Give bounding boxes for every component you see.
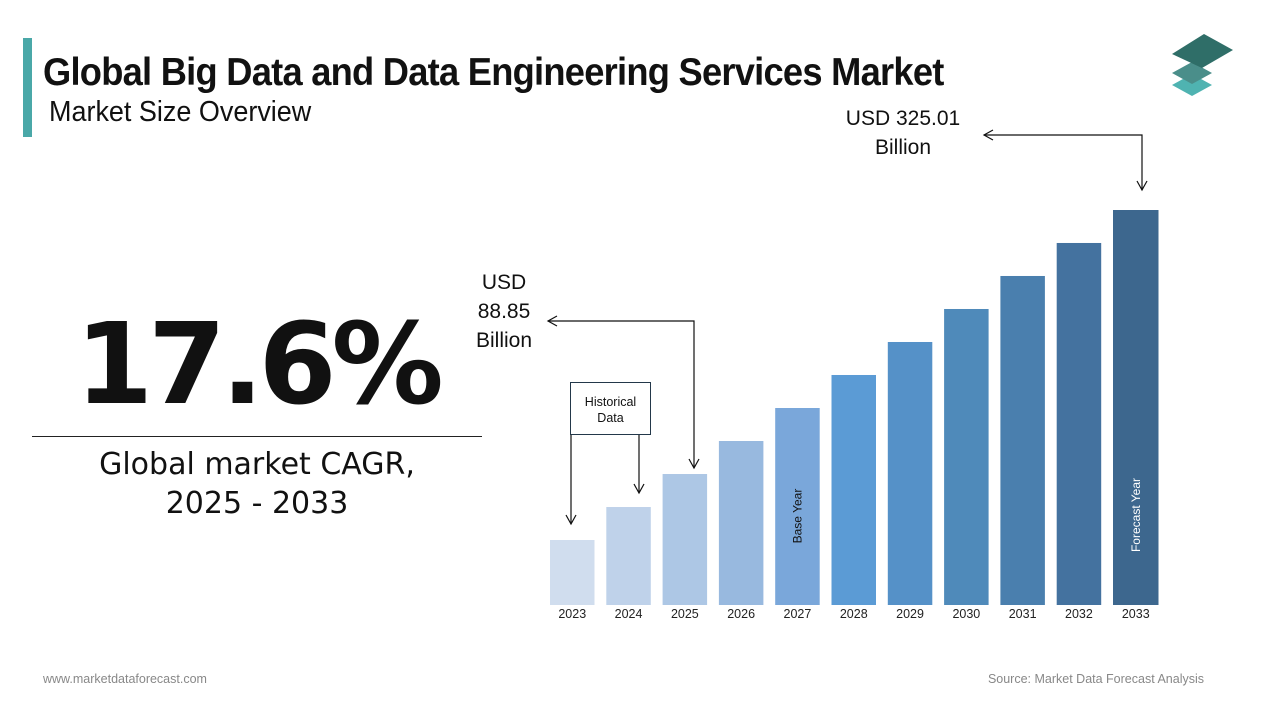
- x-tick-label-2032: 2032: [1065, 607, 1093, 621]
- callout-arrowhead-2025-down: [688, 458, 700, 470]
- callout-arrowhead-2025-left: [546, 315, 558, 327]
- x-tick-label-2026: 2026: [727, 607, 755, 621]
- historical-arrowhead-2023: [565, 514, 577, 526]
- bar-2024: [606, 507, 651, 605]
- callout-end-value: USD 325.01 Billion: [828, 104, 978, 162]
- bar-annotation-forecast-year: Forecast Year: [1129, 478, 1143, 552]
- x-tick-label-2027: 2027: [784, 607, 812, 621]
- bar-2032: [1056, 242, 1102, 605]
- historical-line2: Data: [597, 411, 624, 425]
- x-tick-label-2024: 2024: [615, 607, 643, 621]
- cagr-divider: [32, 436, 482, 437]
- page-title: Global Big Data and Data Engineering Ser…: [43, 51, 944, 94]
- x-tick-label-2023: 2023: [558, 607, 586, 621]
- bar-annotation-base-year: Base Year: [790, 489, 804, 544]
- logo-layer-bottom: [1172, 74, 1212, 96]
- callout-arrow-2033: [984, 134, 1143, 190]
- bar-2026: [718, 441, 764, 605]
- historical-line1: Historical: [584, 395, 637, 409]
- bar-2027: [775, 408, 820, 605]
- x-tick-label-2029: 2029: [896, 607, 924, 621]
- bar-2031: [1000, 275, 1045, 605]
- cagr-label: Global market CAGR, 2025 - 2033: [32, 445, 482, 523]
- cagr-label-line2: 2025 - 2033: [165, 486, 349, 521]
- footer-website: www.marketdataforecast.com: [43, 672, 207, 686]
- bar-2028: [831, 374, 876, 605]
- bar-2023: [550, 540, 595, 605]
- logo-layer-top: [1172, 34, 1233, 68]
- x-tick-label-2028: 2028: [840, 607, 868, 621]
- bar-2025: [662, 474, 708, 605]
- callout-arrows: [546, 129, 1148, 526]
- cagr-label-line1: Global market CAGR,: [99, 447, 415, 482]
- title-accent-bar: [23, 38, 32, 137]
- callout-arrowhead-2033-down: [1136, 180, 1148, 192]
- bar-2030: [944, 308, 989, 605]
- page-subtitle: Market Size Overview: [49, 96, 312, 128]
- cagr-value: 17.6%: [75, 300, 444, 430]
- x-tick-labels: 2023 2024 2025 2026 2027 2028 2029 2030 2031 2032…: [558, 607, 1149, 621]
- x-tick-label-2025: 2025: [671, 607, 699, 621]
- historical-data-box: Historical Data: [570, 382, 651, 435]
- bars-group: [550, 210, 1159, 605]
- historical-arrowhead-2024: [633, 483, 645, 495]
- callout-end-line1: USD 325.01: [845, 107, 961, 130]
- callout-start-line2: 88.85: [477, 300, 531, 323]
- stacked-layers-logo-icon: [1172, 34, 1233, 96]
- callout-start-value: USD 88.85 Billion: [458, 268, 550, 355]
- callout-start-line1: USD: [481, 271, 527, 294]
- callout-end-line2: Billion: [874, 136, 932, 159]
- bar-2033: [1113, 210, 1159, 605]
- footer-source: Source: Market Data Forecast Analysis: [987, 672, 1204, 686]
- callout-arrowhead-2033-left: [982, 129, 994, 141]
- x-tick-label-2030: 2030: [952, 607, 980, 621]
- bar-annotations: Base Year Forecast Year: [790, 478, 1142, 552]
- x-tick-label-2031: 2031: [1009, 607, 1037, 621]
- bar-2029: [887, 341, 933, 605]
- callout-start-line3: Billion: [475, 329, 533, 352]
- callout-arrow-2025: [548, 320, 695, 469]
- x-tick-label-2033: 2033: [1122, 607, 1150, 621]
